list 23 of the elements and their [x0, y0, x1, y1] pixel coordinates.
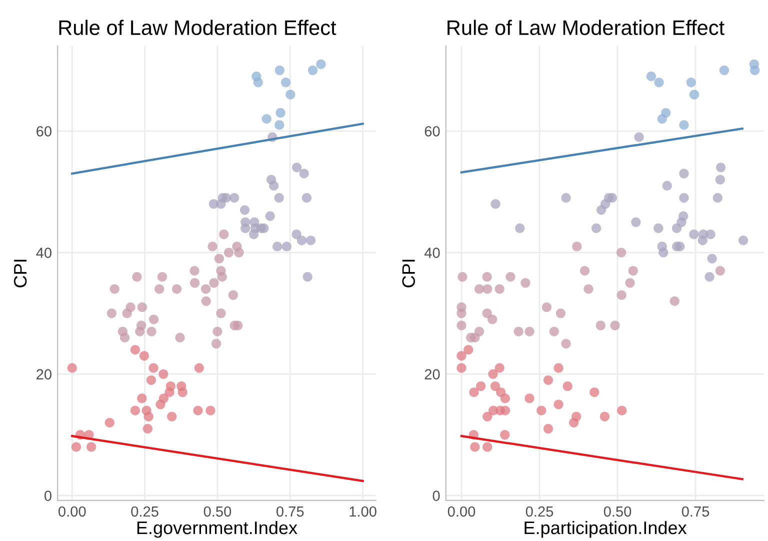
y-tick-label: 40 — [424, 248, 440, 258]
x-tick-label: 0.00 — [448, 506, 476, 517]
x-axis-title: E.participation.Index — [524, 520, 687, 538]
x-tick-label: 0.75 — [682, 506, 710, 517]
x-tick-label: 0.25 — [526, 506, 554, 517]
y-axis-title: CPI — [402, 260, 415, 288]
chart-title: Rule of Law Moderation Effect — [59, 20, 336, 36]
y-tick-label: 60 — [36, 126, 52, 136]
x-tick-label: 0.25 — [131, 506, 158, 517]
y-tick-label: 20 — [36, 369, 52, 380]
x-tick-label: 1.00 — [350, 506, 376, 517]
y-tick-label: 60 — [424, 126, 440, 136]
y-axis-title: CPI — [14, 260, 27, 288]
chart-title: Rule of Law Moderation Effect — [448, 20, 724, 36]
x-axis-title: E.government.Index — [137, 520, 298, 538]
y-tick-label: 0 — [44, 490, 52, 501]
x-tick-label: 0.75 — [276, 506, 304, 517]
y-tick-label: 0 — [432, 490, 440, 501]
x-tick-label: 0.50 — [204, 506, 232, 517]
x-tick-label: 0.50 — [604, 506, 632, 517]
x-tick-label: 0.00 — [58, 506, 86, 517]
y-tick-label: 20 — [424, 369, 440, 380]
y-tick-label: 40 — [36, 248, 52, 258]
